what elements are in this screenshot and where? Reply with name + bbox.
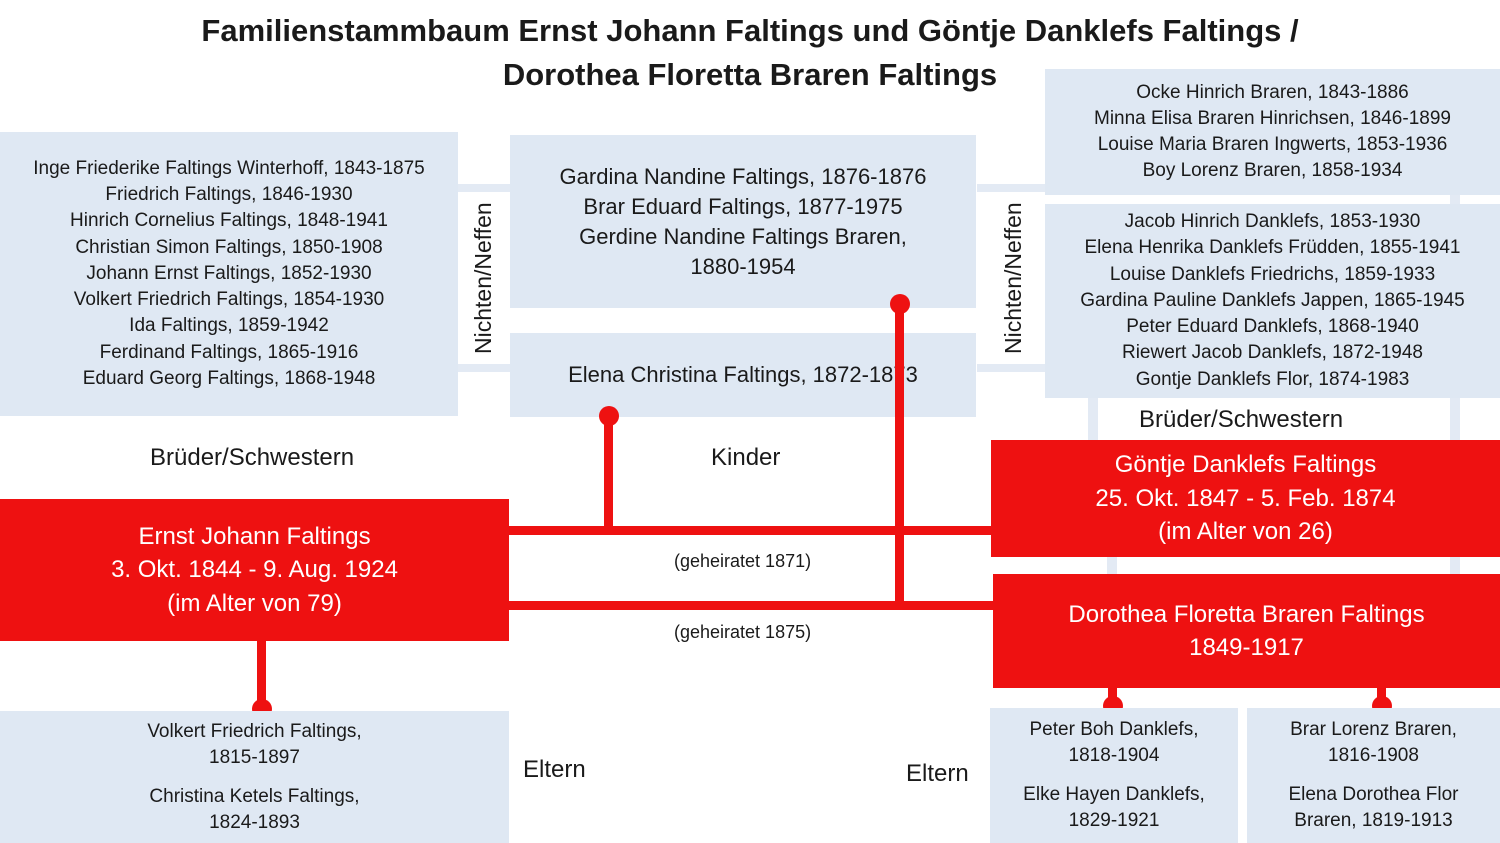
- descent-line-first-marriage: [604, 418, 613, 528]
- nieces-nephews-label-right: Nichten/Neffen: [1000, 202, 1026, 354]
- person-dorothea-box: Dorothea Floretta Braren Faltings 1849-1…: [993, 574, 1500, 688]
- sibling-entry: Eduard Georg Faltings, 1868-1948: [82, 367, 376, 389]
- person-name: Dorothea Floretta Braren Faltings: [1068, 600, 1425, 628]
- parent-line: Braren, 1819-1913: [1294, 810, 1453, 831]
- marriage-label-1871: (geheiratet 1871): [674, 551, 812, 571]
- parent-line: Elena Dorothea Flor: [1288, 784, 1459, 805]
- children-first-marriage-box: Elena Christina Faltings, 1872-1873: [510, 333, 976, 417]
- connector-bar: [1088, 398, 1098, 443]
- siblings-dorothea-box: Ocke Hinrich Braren, 1843-1886 Minna Eli…: [1045, 69, 1500, 195]
- connector-bar: [458, 184, 510, 192]
- person-dates: 3. Okt. 1844 - 9. Aug. 1924: [111, 556, 398, 584]
- sibling-entry: Hinrich Cornelius Faltings, 1848-1941: [70, 210, 388, 232]
- parent-line: Christina Ketels Faltings,: [149, 785, 360, 807]
- child-entry: Brar Eduard Faltings, 1877-1975: [583, 193, 903, 219]
- parent-line: 1824-1893: [209, 811, 300, 833]
- parents-dorothea-box: Brar Lorenz Braren, 1816-1908 Elena Doro…: [1247, 708, 1500, 843]
- parent-line: 1818-1904: [1068, 745, 1160, 766]
- page-title: Familienstammbaum Ernst Johann Faltings …: [0, 9, 1500, 97]
- marriage-label-1875: (geheiratet 1875): [674, 622, 812, 642]
- parent-line: Elke Hayen Danklefs,: [1023, 784, 1205, 805]
- siblings-goentje-box: Jacob Hinrich Danklefs, 1853-1930 Elena …: [1045, 204, 1500, 398]
- parent-entry: Elke Hayen Danklefs, 1829-1921: [1023, 782, 1205, 834]
- sibling-entry: Elena Henrika Danklefs Früdden, 1855-194…: [1084, 237, 1461, 259]
- sibling-entry: Ferdinand Faltings, 1865-1916: [99, 341, 359, 363]
- sibling-entry: Louise Danklefs Friedrichs, 1859-1933: [1109, 263, 1436, 285]
- parent-entry: Brar Lorenz Braren, 1816-1908: [1290, 717, 1457, 769]
- title-line-2: Dorothea Floretta Braren Faltings: [502, 57, 998, 92]
- sibling-entry: Riewert Jacob Danklefs, 1872-1948: [1121, 342, 1423, 364]
- sibling-entry: Boy Lorenz Braren, 1858-1934: [1142, 160, 1403, 182]
- sibling-entry: Friedrich Faltings, 1846-1930: [105, 184, 353, 206]
- siblings-label-right: Brüder/Schwestern: [1139, 406, 1344, 433]
- siblings-ernst-box: Inge Friederike Faltings Winterhoff, 184…: [0, 132, 458, 416]
- descent-line-second-marriage: [895, 306, 904, 604]
- marriage-line-1875: [505, 601, 995, 610]
- dorothea-parents-line: [1377, 686, 1386, 700]
- parent-entry: Peter Boh Danklefs, 1818-1904: [1030, 717, 1199, 769]
- sibling-entry: Louise Maria Braren Ingwerts, 1853-1936: [1097, 134, 1448, 155]
- parent-line: 1815-1897: [209, 746, 300, 768]
- person-name: Göntje Danklefs Faltings: [1114, 451, 1377, 479]
- person-goentje-box: Göntje Danklefs Faltings 25. Okt. 1847 -…: [991, 440, 1500, 557]
- sibling-entry: Jacob Hinrich Danklefs, 1853-1930: [1124, 211, 1421, 233]
- person-ernst-box: Ernst Johann Faltings 3. Okt. 1844 - 9. …: [0, 499, 509, 641]
- marriage-line-1871: [505, 526, 995, 535]
- sibling-entry: Johann Ernst Faltings, 1852-1930: [86, 262, 372, 284]
- parents-label-right: Eltern: [906, 760, 969, 787]
- sibling-entry: Inge Friederike Faltings Winterhoff, 184…: [33, 158, 425, 180]
- goentje-parents-line: [1108, 686, 1117, 700]
- parent-entry: Christina Ketels Faltings, 1824-1893: [149, 784, 359, 836]
- child-entry: Elena Christina Faltings, 1872-1873: [568, 362, 918, 387]
- children-second-marriage-box: Gardina Nandine Faltings, 1876-1876 Brar…: [510, 135, 976, 308]
- sibling-entry: Ida Faltings, 1859-1942: [129, 315, 329, 337]
- person-age: (im Alter von 26): [1158, 518, 1333, 546]
- child-connector-dot: [890, 294, 910, 314]
- child-entry: Gardina Nandine Faltings, 1876-1876: [559, 163, 927, 189]
- sibling-entry: Gontje Danklefs Flor, 1874-1983: [1135, 368, 1410, 390]
- child-connector-dot: [599, 406, 619, 426]
- parent-line: Brar Lorenz Braren,: [1290, 719, 1457, 740]
- nieces-nephews-label-left: Nichten/Neffen: [470, 202, 496, 354]
- person-dates: 1849-1917: [1189, 634, 1304, 661]
- parent-line: Peter Boh Danklefs,: [1029, 719, 1199, 740]
- person-dates: 25. Okt. 1847 - 5. Feb. 1874: [1095, 484, 1396, 512]
- siblings-label-left: Brüder/Schwestern: [150, 444, 355, 471]
- parent-line: Volkert Friedrich Faltings,: [147, 720, 362, 742]
- sibling-entry: Minna Elisa Braren Hinrichsen, 1846-1899: [1094, 107, 1451, 129]
- connector-bar: [977, 184, 1045, 192]
- ernst-parents-line: [257, 640, 266, 704]
- child-entry: Gerdine Nandine Faltings Braren,: [579, 223, 907, 249]
- parent-entry: Volkert Friedrich Faltings, 1815-1897: [147, 719, 361, 771]
- parent-line: 1816-1908: [1328, 745, 1419, 766]
- sibling-entry: Ocke Hinrich Braren, 1843-1886: [1136, 81, 1409, 103]
- person-name: Ernst Johann Faltings: [138, 522, 371, 550]
- connector-bar: [977, 364, 1045, 372]
- sibling-entry: Volkert Friedrich Faltings, 1854-1930: [73, 289, 385, 311]
- connector-bar: [458, 364, 510, 372]
- parent-line: 1829-1921: [1068, 810, 1160, 831]
- sibling-entry: Peter Eduard Danklefs, 1868-1940: [1126, 316, 1419, 338]
- parents-label-left: Eltern: [523, 756, 586, 783]
- parents-ernst-box: Volkert Friedrich Faltings, 1815-1897 Ch…: [0, 711, 509, 843]
- sibling-entry: Christian Simon Faltings, 1850-1908: [75, 236, 383, 258]
- children-label: Kinder: [711, 444, 781, 471]
- connector-bar: [1107, 555, 1117, 575]
- person-age: (im Alter von 79): [167, 589, 342, 617]
- sibling-entry: Gardina Pauline Danklefs Jappen, 1865-19…: [1080, 289, 1465, 311]
- parents-goentje-box: Peter Boh Danklefs, 1818-1904 Elke Hayen…: [990, 708, 1238, 843]
- parent-entry: Elena Dorothea Flor Braren, 1819-1913: [1288, 782, 1458, 834]
- title-line-1: Familienstammbaum Ernst Johann Faltings …: [201, 13, 1299, 48]
- child-entry: 1880-1954: [690, 253, 796, 279]
